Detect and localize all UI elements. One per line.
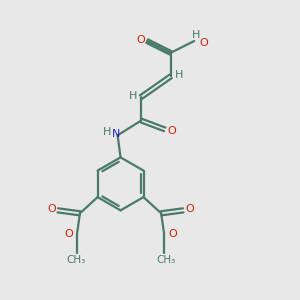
Text: O: O	[64, 229, 73, 239]
Text: O: O	[168, 126, 176, 136]
Text: O: O	[199, 38, 208, 47]
Text: H: H	[129, 91, 137, 100]
Text: O: O	[136, 35, 145, 45]
Text: H: H	[103, 127, 112, 137]
Text: N: N	[112, 129, 120, 139]
Text: H: H	[191, 30, 200, 40]
Text: O: O	[185, 204, 194, 214]
Text: CH₃: CH₃	[66, 255, 85, 266]
Text: H: H	[175, 70, 183, 80]
Text: O: O	[47, 204, 56, 214]
Text: CH₃: CH₃	[156, 255, 175, 266]
Text: O: O	[168, 229, 177, 239]
